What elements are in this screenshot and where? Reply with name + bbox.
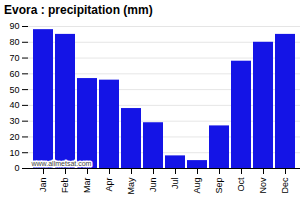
svg-text:10: 10 — [9, 148, 19, 158]
svg-text:0: 0 — [14, 163, 19, 173]
svg-text:Mar: Mar — [82, 177, 92, 193]
svg-text:30: 30 — [9, 116, 19, 126]
svg-text:70: 70 — [9, 53, 19, 63]
svg-text:Jan: Jan — [38, 178, 48, 193]
svg-text:20: 20 — [9, 132, 19, 142]
svg-text:90: 90 — [9, 21, 19, 31]
svg-text:Dec: Dec — [280, 177, 290, 194]
svg-text:Jul: Jul — [170, 178, 180, 190]
svg-text:50: 50 — [9, 84, 19, 94]
html-text:Evora : precipitation (mm): Evora : precipitation (mm) — [4, 3, 153, 17]
svg-text:Jun: Jun — [148, 178, 158, 193]
svg-text:40: 40 — [9, 100, 19, 110]
svg-text:80: 80 — [9, 37, 19, 47]
svg-text:Feb: Feb — [60, 178, 70, 194]
svg-text:Nov: Nov — [258, 177, 268, 194]
svg-text:Apr: Apr — [104, 178, 114, 192]
svg-text:Aug: Aug — [192, 178, 202, 194]
svg-text:Oct: Oct — [236, 177, 246, 192]
svg-text:Sep: Sep — [214, 178, 224, 194]
svg-text:60: 60 — [9, 69, 19, 79]
svg-text:www.allmetsat.com: www.allmetsat.com — [31, 160, 92, 167]
svg-text:May: May — [126, 177, 136, 195]
